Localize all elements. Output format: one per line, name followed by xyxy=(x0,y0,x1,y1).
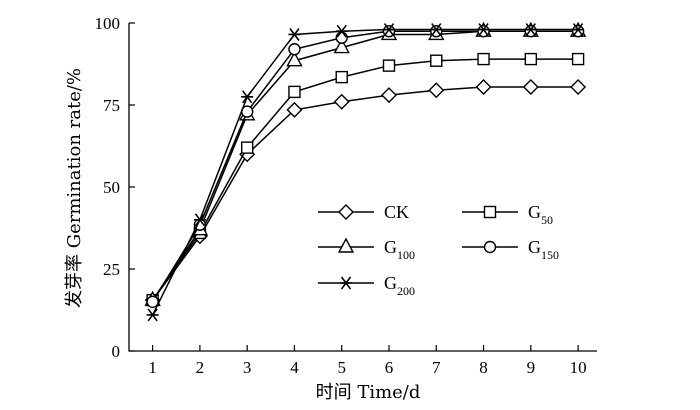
series-g50 xyxy=(146,52,585,307)
point-g200 xyxy=(430,23,443,37)
point-g200 xyxy=(477,23,490,37)
legend-marker-g100 xyxy=(337,237,355,253)
legend-item-g50: G50 xyxy=(462,202,553,227)
legend-item-g100: G100 xyxy=(318,237,415,262)
y-tick-label: 25 xyxy=(103,260,120,279)
legend-item-g200: G200 xyxy=(318,273,415,298)
y-tick-label: 50 xyxy=(103,178,120,197)
x-tick-label: 5 xyxy=(337,358,346,377)
point-g50 xyxy=(335,70,348,84)
point-g200 xyxy=(572,23,585,37)
point-g150 xyxy=(335,31,348,44)
point-g50 xyxy=(288,85,301,99)
x-tick-label: 6 xyxy=(385,358,394,377)
point-ck xyxy=(475,78,492,95)
x-tick-label: 8 xyxy=(479,358,488,377)
point-g200 xyxy=(335,24,348,38)
series-g100 xyxy=(144,21,587,306)
legend: CK G50 G100 G150 G200 xyxy=(318,202,559,298)
point-g50 xyxy=(477,52,490,66)
x-tick-label: 1 xyxy=(148,358,157,377)
point-g100 xyxy=(286,51,303,67)
point-g50 xyxy=(382,59,396,72)
point-g200 xyxy=(193,213,206,227)
point-g50 xyxy=(571,52,585,66)
x-tick-label: 2 xyxy=(196,358,205,377)
point-g200 xyxy=(146,308,159,322)
x-tick-label: 3 xyxy=(243,358,252,377)
legend-item-g150: G150 xyxy=(462,237,559,262)
x-axis-title: 时间 Time/d xyxy=(316,382,421,403)
series-g150 xyxy=(146,25,585,308)
series-line-ck xyxy=(152,86,579,301)
point-ck xyxy=(570,78,587,95)
point-g50 xyxy=(430,54,443,67)
x-tick-label: 9 xyxy=(527,358,536,377)
point-g50 xyxy=(240,141,254,154)
legend-marker-g50 xyxy=(483,205,497,219)
series-line-g150 xyxy=(151,30,579,303)
y-tick-label: 100 xyxy=(95,14,121,33)
point-ck xyxy=(428,82,445,99)
y-axis-title: 发芽率 Germination rate/% xyxy=(64,68,85,308)
legend-marker-ck xyxy=(338,204,354,220)
point-ck xyxy=(522,78,539,95)
axes: 0 25 50 75 100 1 2 3 4 5 6 7 8 9 10 xyxy=(95,14,597,377)
point-g50 xyxy=(524,52,538,66)
point-ck xyxy=(381,87,397,104)
legend-label-g200: G200 xyxy=(384,273,415,298)
legend-label-g150: G150 xyxy=(528,237,559,262)
series-line-g50 xyxy=(152,58,579,301)
point-g150 xyxy=(146,295,159,308)
point-ck xyxy=(333,93,350,110)
x-tick-label: 10 xyxy=(570,358,587,377)
point-g100 xyxy=(333,38,350,54)
point-g200 xyxy=(383,23,395,37)
legend-marker-g150 xyxy=(483,240,497,254)
legend-item-ck: CK xyxy=(318,202,409,222)
point-g200 xyxy=(524,23,537,37)
legend-label-ck: CK xyxy=(384,202,409,222)
point-g200 xyxy=(288,28,301,41)
legend-label-g100: G100 xyxy=(384,237,415,262)
series-line-g200 xyxy=(151,28,579,316)
legend-label-g50: G50 xyxy=(528,202,553,227)
point-ck xyxy=(286,101,303,118)
series-ck xyxy=(144,78,587,309)
y-tick-label: 0 xyxy=(112,342,121,361)
point-g150 xyxy=(288,43,301,56)
series-layer xyxy=(144,21,587,322)
x-tick-label: 7 xyxy=(432,358,441,377)
legend-marker-g200 xyxy=(340,276,352,290)
point-g200 xyxy=(241,90,254,104)
x-tick-label: 4 xyxy=(290,358,299,377)
y-tick-label: 75 xyxy=(103,96,120,115)
series-g200 xyxy=(146,23,585,322)
